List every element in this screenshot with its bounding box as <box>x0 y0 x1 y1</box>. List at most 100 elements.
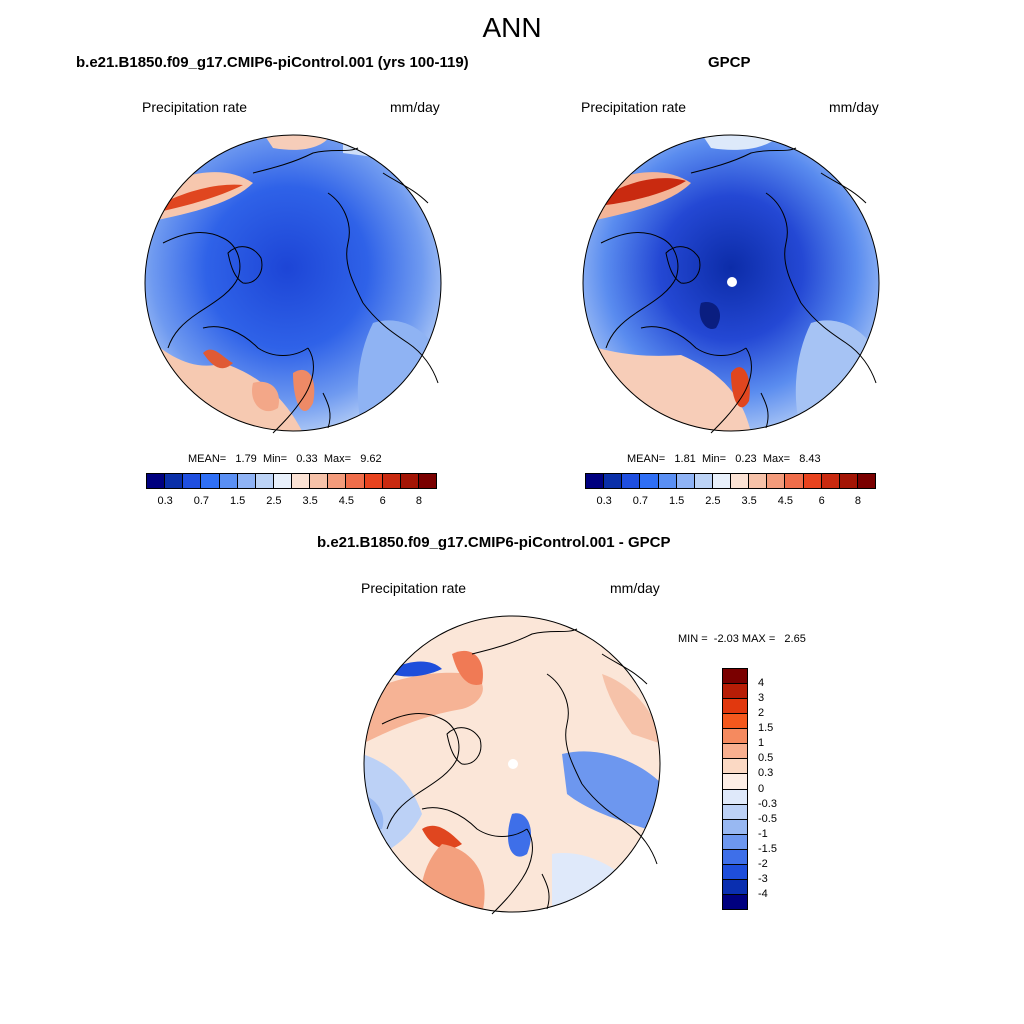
colorbar-swatch <box>272 473 292 489</box>
colorbar-tick-label: 3 <box>758 692 765 705</box>
colorbar-tick-label: 0.7 <box>193 495 210 507</box>
panel-2-polar-map <box>582 134 880 434</box>
colorbar-tick-label: 4 <box>758 677 765 690</box>
panel-2-min-value: 0.23 <box>735 453 757 465</box>
colorbar-tick-label: 0.7 <box>632 495 649 507</box>
colorbar-tick-label: 4.5 <box>777 495 794 507</box>
colorbar-swatch <box>345 473 365 489</box>
panel-2-colorbar-ticks: 0.3 0.7 1.5 2.5 3.5 4.5 6 8 <box>586 495 876 509</box>
colorbar-swatch <box>856 473 876 489</box>
colorbar-swatch <box>722 758 748 775</box>
panel-1-title: b.e21.B1850.f09_g17.CMIP6-piControl.001 … <box>76 54 469 71</box>
panel-3-colorbar <box>722 668 748 910</box>
colorbar-tick-label: 4.5 <box>338 495 355 507</box>
colorbar-swatch <box>164 473 184 489</box>
colorbar-swatch <box>722 893 748 910</box>
colorbar-tick-label: 8 <box>415 495 422 507</box>
colorbar-tick-label: 3.5 <box>302 495 318 507</box>
panel-3-min-label: MIN = <box>678 633 708 645</box>
panel-3-max-value: 2.65 <box>784 633 806 645</box>
colorbar-tick-label: 2.5 <box>266 495 282 507</box>
colorbar-tick-label: -3 <box>758 872 768 885</box>
colorbar-tick-label: 1.5 <box>229 495 246 507</box>
colorbar-tick-label: 8 <box>854 495 861 507</box>
colorbar-swatch <box>722 863 748 880</box>
panel-3-polar-map <box>363 615 661 915</box>
colorbar-swatch <box>730 473 750 489</box>
colorbar-swatch <box>802 473 822 489</box>
panel-2-max-value: 8.43 <box>799 453 821 465</box>
colorbar-tick-label: 2.5 <box>705 495 721 507</box>
colorbar-swatch <box>291 473 311 489</box>
panel-2-title: GPCP <box>708 54 751 71</box>
colorbar-swatch <box>399 473 419 489</box>
colorbar-swatch <box>327 473 347 489</box>
colorbar-tick-label: 3.5 <box>741 495 757 507</box>
colorbar-swatch <box>381 473 401 489</box>
panel-3-max-label: MAX = <box>741 633 776 645</box>
colorbar-swatch <box>722 833 748 850</box>
panel-3-variable-label: Precipitation rate <box>361 580 467 596</box>
colorbar-swatch <box>766 473 786 489</box>
panel-1-min-value: 0.33 <box>296 453 318 465</box>
colorbar-swatch <box>236 473 256 489</box>
colorbar-swatch <box>657 473 677 489</box>
colorbar-swatch <box>722 788 748 805</box>
colorbar-tick-label: -4 <box>758 887 768 900</box>
panel-1-variable-label: Precipitation rate <box>142 99 248 115</box>
panel-2-units-label: mm/day <box>829 99 879 115</box>
colorbar-swatch <box>675 473 695 489</box>
colorbar-tick-label: 1.5 <box>668 495 685 507</box>
colorbar-swatch <box>254 473 274 489</box>
colorbar-swatch <box>722 683 748 700</box>
colorbar-swatch <box>722 728 748 745</box>
colorbar-tick-label: 0.3 <box>157 495 173 507</box>
panel-2-colorbar <box>585 473 876 489</box>
colorbar-tick-label: 0.3 <box>758 767 774 780</box>
panel-2-min-label: Min= <box>701 453 727 465</box>
colorbar-swatch <box>218 473 238 489</box>
colorbar-tick-label: 1 <box>758 737 765 750</box>
colorbar-swatch <box>820 473 840 489</box>
colorbar-tick-label: 6 <box>379 495 386 507</box>
colorbar-tick-label: 0.5 <box>758 752 774 765</box>
colorbar-swatch <box>603 473 623 489</box>
panel-3-colorbar-ticks: 4 3 2 1.5 1 0.5 0.3 0 -0.3 -0.5 -1 -1.5 -2 -3 -4 <box>758 669 798 910</box>
colorbar-swatch <box>784 473 804 489</box>
panel-3-pole-mask <box>508 759 518 769</box>
colorbar-tick-label: -2 <box>758 857 768 870</box>
colorbar-swatch <box>722 848 748 865</box>
colorbar-swatch <box>722 698 748 715</box>
colorbar-tick-label: -1.5 <box>758 842 777 855</box>
colorbar-swatch <box>146 473 166 489</box>
colorbar-swatch <box>585 473 605 489</box>
panel-2-mean-value: 1.81 <box>674 453 696 465</box>
colorbar-swatch <box>722 743 748 760</box>
colorbar-swatch <box>722 818 748 835</box>
panel-1-units-label: mm/day <box>390 99 440 115</box>
colorbar-swatch <box>182 473 202 489</box>
panel-1-max-label: Max= <box>323 453 352 465</box>
panel-1-stats: MEAN= 1.79 Min= 0.33 Max= 9.62 <box>188 453 382 465</box>
panel-1-colorbar-ticks: 0.3 0.7 1.5 2.5 3.5 4.5 6 8 <box>147 495 437 509</box>
colorbar-swatch <box>693 473 713 489</box>
panel-1-colorbar <box>146 473 437 489</box>
colorbar-swatch <box>722 773 748 790</box>
colorbar-swatch <box>417 473 437 489</box>
panel-1-max-value: 9.62 <box>360 453 382 465</box>
colorbar-tick-label: 6 <box>818 495 825 507</box>
colorbar-swatch <box>309 473 329 489</box>
colorbar-tick-label: -0.3 <box>758 797 777 810</box>
panel-1-polar-map <box>144 134 442 434</box>
colorbar-swatch <box>722 878 748 895</box>
colorbar-swatch <box>639 473 659 489</box>
colorbar-tick-label: 2 <box>758 707 765 720</box>
colorbar-swatch <box>711 473 731 489</box>
panel-2-stats: MEAN= 1.81 Min= 0.23 Max= 8.43 <box>627 453 821 465</box>
colorbar-tick-label: 0.3 <box>596 495 612 507</box>
colorbar-swatch <box>748 473 768 489</box>
colorbar-swatch <box>621 473 641 489</box>
colorbar-swatch <box>200 473 220 489</box>
panel-2-pole-mask <box>727 277 737 287</box>
panel-3-min-value: -2.03 <box>713 633 739 645</box>
